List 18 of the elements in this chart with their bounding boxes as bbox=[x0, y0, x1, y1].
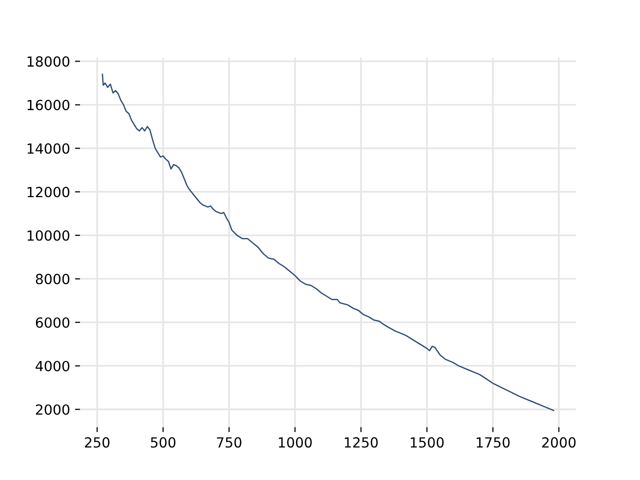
y-tick-label: 2000 bbox=[36, 404, 70, 415]
y-tick-label: 10000 bbox=[28, 230, 70, 241]
x-tick-label: 500 bbox=[150, 437, 176, 448]
x-tick-label: 1250 bbox=[344, 437, 378, 448]
x-tick-label: 1000 bbox=[278, 437, 312, 448]
y-tick-label: 6000 bbox=[36, 317, 70, 328]
y-tick-label: 8000 bbox=[36, 274, 70, 284]
line-series bbox=[102, 74, 554, 412]
y-tick-label: 18000 bbox=[28, 56, 70, 67]
y-tick-label: 16000 bbox=[28, 100, 70, 110]
x-tick-label: 1750 bbox=[476, 437, 510, 448]
y-tick-label: 12000 bbox=[28, 186, 70, 198]
x-tick-label: 1500 bbox=[410, 437, 444, 448]
y-tick-label: 4000 bbox=[36, 360, 70, 372]
x-tick-label: 750 bbox=[216, 437, 242, 448]
y-tick-label: 14000 bbox=[28, 143, 70, 154]
x-tick-label: 2000 bbox=[542, 437, 576, 448]
x-tick-label: 250 bbox=[84, 437, 110, 448]
